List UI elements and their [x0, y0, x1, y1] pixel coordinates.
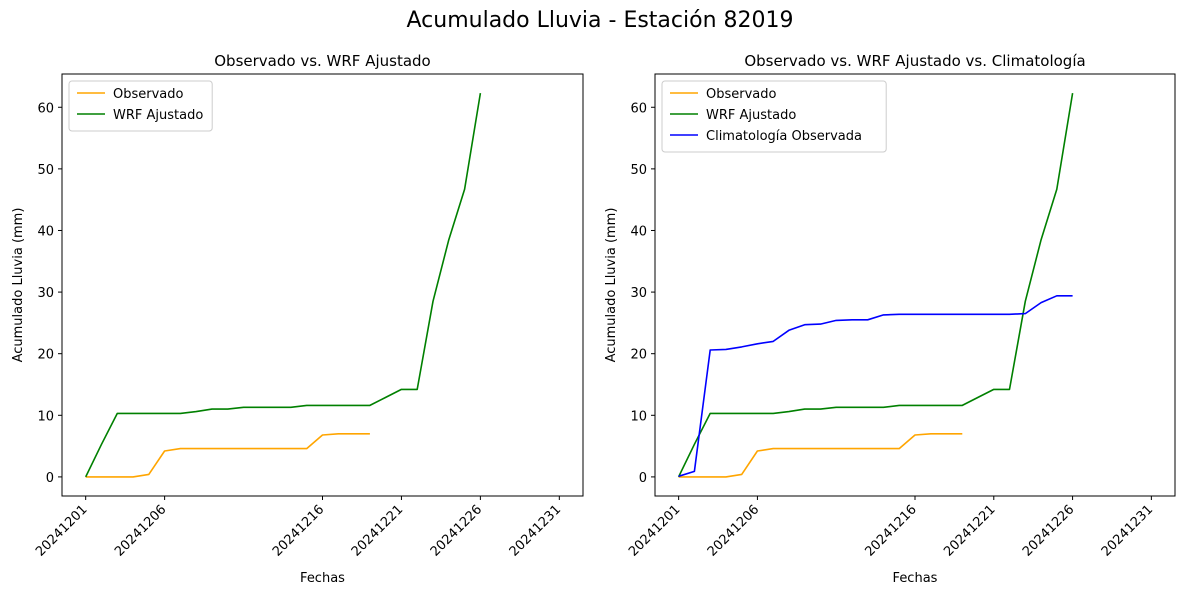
- axes-frame: [61, 73, 584, 497]
- y-tick-label: 50: [37, 163, 54, 178]
- y-tick-label: 0: [46, 471, 54, 486]
- x-tick-label: 20241206: [112, 502, 169, 559]
- figure-suptitle: Acumulado Lluvia - Estación 82019: [406, 8, 794, 33]
- y-tick-label: 10: [37, 409, 54, 424]
- legend-label: WRF Ajustado: [113, 108, 203, 123]
- y-tick-label: 20: [37, 348, 54, 363]
- y-tick-label: 60: [37, 101, 54, 116]
- chart-title: Observado vs. WRF Ajustado: [214, 52, 430, 70]
- series-line-0: [85, 432, 370, 478]
- y-axis-label: Acumulado Lluvia (mm): [11, 208, 26, 363]
- x-tick-label: 20241226: [428, 502, 485, 559]
- legend: Observado WRF Ajustado: [68, 80, 213, 132]
- axes-0: Observado vs. WRF Ajustado 0 10 20 30 40 50 60 2…: [11, 52, 584, 586]
- x-tick-label: 20241201: [33, 502, 90, 559]
- series-line-1: [84, 92, 482, 478]
- x-tick-label: 20241216: [270, 502, 327, 559]
- x-axis-label: Fechas: [300, 571, 345, 586]
- y-tick-label: 30: [37, 286, 54, 301]
- x-tick-label: 20241221: [349, 502, 406, 559]
- y-tick-label: 40: [37, 224, 54, 239]
- x-tick-label: 20241231: [507, 502, 564, 559]
- legend-label: Observado: [113, 87, 184, 102]
